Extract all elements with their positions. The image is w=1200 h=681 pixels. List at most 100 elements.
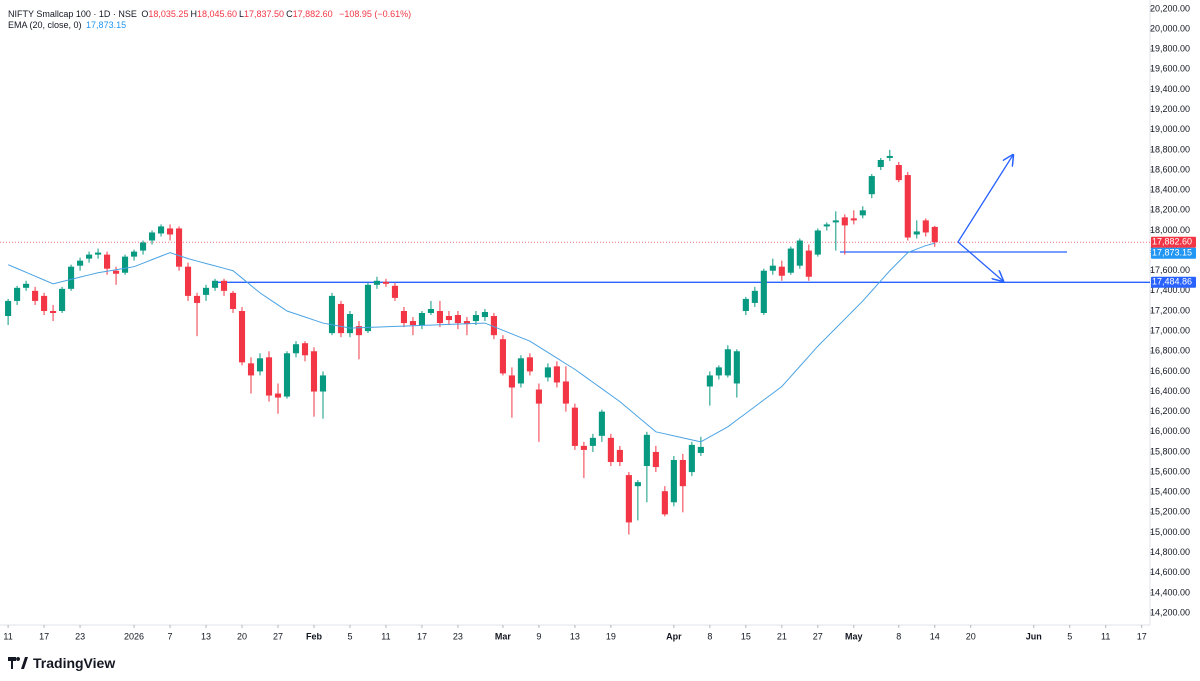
candle-body (319, 375, 327, 392)
y-tick-label: 19,600.00 (1150, 64, 1190, 74)
candle-body (121, 256, 129, 273)
candle-body (625, 475, 632, 523)
candle-body (832, 220, 839, 223)
x-tick-label: 17 (39, 631, 49, 641)
x-tick-label: 27 (813, 631, 823, 641)
y-tick-label: 14,400.00 (1150, 587, 1190, 597)
indicator-name: EMA (20, close, 0) (8, 20, 82, 30)
candle-body (247, 363, 255, 376)
candle-body (526, 357, 533, 372)
candle-body (535, 389, 542, 404)
x-tick-label: 2026 (124, 631, 144, 641)
candle-body (679, 459, 686, 487)
x-tick-label: Jun (1026, 631, 1042, 641)
x-tick-label: 5 (347, 631, 352, 641)
candle-body (778, 266, 785, 276)
brand-logo (8, 657, 28, 669)
candle-body (328, 295, 336, 334)
candle-body (895, 165, 902, 181)
candle-body (463, 321, 470, 325)
candle-body (850, 218, 857, 221)
candle-body (913, 231, 920, 235)
x-tick-label: 8 (707, 631, 712, 641)
x-tick-label: 13 (201, 631, 211, 641)
indicator-value: 17,873.15 (86, 20, 127, 30)
candle-body (697, 446, 704, 453)
ohlc-values: O18,035.25 H18,045.60 L17,837.50 C17,882.60 (141, 9, 334, 19)
candle-body (148, 232, 156, 241)
y-tick-label: 16,200.00 (1150, 406, 1190, 416)
y-tick-label: 20,000.00 (1150, 23, 1190, 33)
candle-body (733, 351, 740, 384)
price-marker-label: 17,882.60 (1152, 237, 1192, 247)
candle-body (841, 217, 848, 226)
candle-body (652, 451, 659, 468)
candle-body (868, 176, 875, 195)
candle-body (472, 315, 479, 322)
y-tick-label: 15,000.00 (1150, 527, 1190, 537)
ohlc-key: H (190, 9, 197, 19)
x-tick-label: 27 (273, 631, 283, 641)
candle-body (283, 353, 291, 397)
candle-body (391, 285, 399, 298)
x-tick-label: 19 (606, 631, 616, 641)
candle-body (643, 434, 650, 467)
indicator-row: EMA (20, close, 0) 17,873.15 (8, 20, 413, 31)
candle-body (59, 288, 66, 311)
change: −108.95 (−0.61%) (339, 9, 412, 19)
candle-body (5, 300, 12, 317)
candle-body (787, 248, 794, 273)
x-tick-label: 11 (3, 631, 12, 641)
x-tick-label: 17 (417, 631, 427, 641)
candle-body (814, 230, 821, 255)
candle-body (68, 266, 75, 289)
y-tick-label: 15,200.00 (1150, 507, 1190, 517)
y-tick-label: 18,400.00 (1150, 185, 1190, 195)
candle-body (301, 343, 309, 356)
y-tick-label: 19,800.00 (1150, 44, 1190, 54)
candle-body (364, 284, 372, 332)
candle-body (877, 159, 884, 168)
candle-body (922, 220, 929, 233)
candle-body (661, 491, 668, 515)
price-marker (1151, 247, 1196, 259)
candle-body (760, 270, 767, 314)
x-tick-label: May (845, 631, 863, 641)
x-tick-label: 11 (381, 631, 390, 641)
y-tick-label: 17,000.00 (1150, 326, 1190, 336)
candle-body (769, 265, 776, 271)
candle-body (634, 482, 641, 487)
ohlc-key: O (141, 9, 149, 19)
x-tick-label: 23 (75, 631, 85, 641)
y-tick-label: 19,000.00 (1150, 124, 1190, 134)
y-tick-label: 15,800.00 (1150, 446, 1190, 456)
candle-body (823, 224, 830, 227)
candle-body (274, 393, 282, 398)
x-tick-label: Apr (666, 631, 682, 641)
candle-body (382, 281, 390, 284)
candle-body (113, 270, 120, 274)
candle-body (229, 292, 237, 309)
candle-body (454, 315, 461, 324)
candle-body (751, 290, 758, 303)
symbol-title: NIFTY Smallcap 100 · 1D · NSE (8, 9, 137, 19)
candle-body (265, 357, 273, 396)
x-tick-label: Feb (306, 631, 323, 641)
candle-body (50, 310, 57, 314)
candle-body (616, 449, 623, 463)
candle-body (562, 381, 569, 404)
candle-body (553, 366, 560, 383)
ohlc-value: 17,837.50 (244, 9, 285, 19)
candle-body (544, 367, 551, 378)
candle-body (14, 287, 21, 301)
x-tick-label: 20 (966, 631, 976, 641)
price-marker (1151, 236, 1196, 248)
candle-body (571, 407, 578, 446)
y-tick-label: 17,600.00 (1150, 265, 1190, 275)
y-tick-label: 14,800.00 (1150, 547, 1190, 557)
candle-body (202, 287, 210, 295)
y-tick-label: 14,200.00 (1150, 607, 1190, 617)
y-tick-label: 18,000.00 (1150, 225, 1190, 235)
candle-body (256, 358, 264, 372)
